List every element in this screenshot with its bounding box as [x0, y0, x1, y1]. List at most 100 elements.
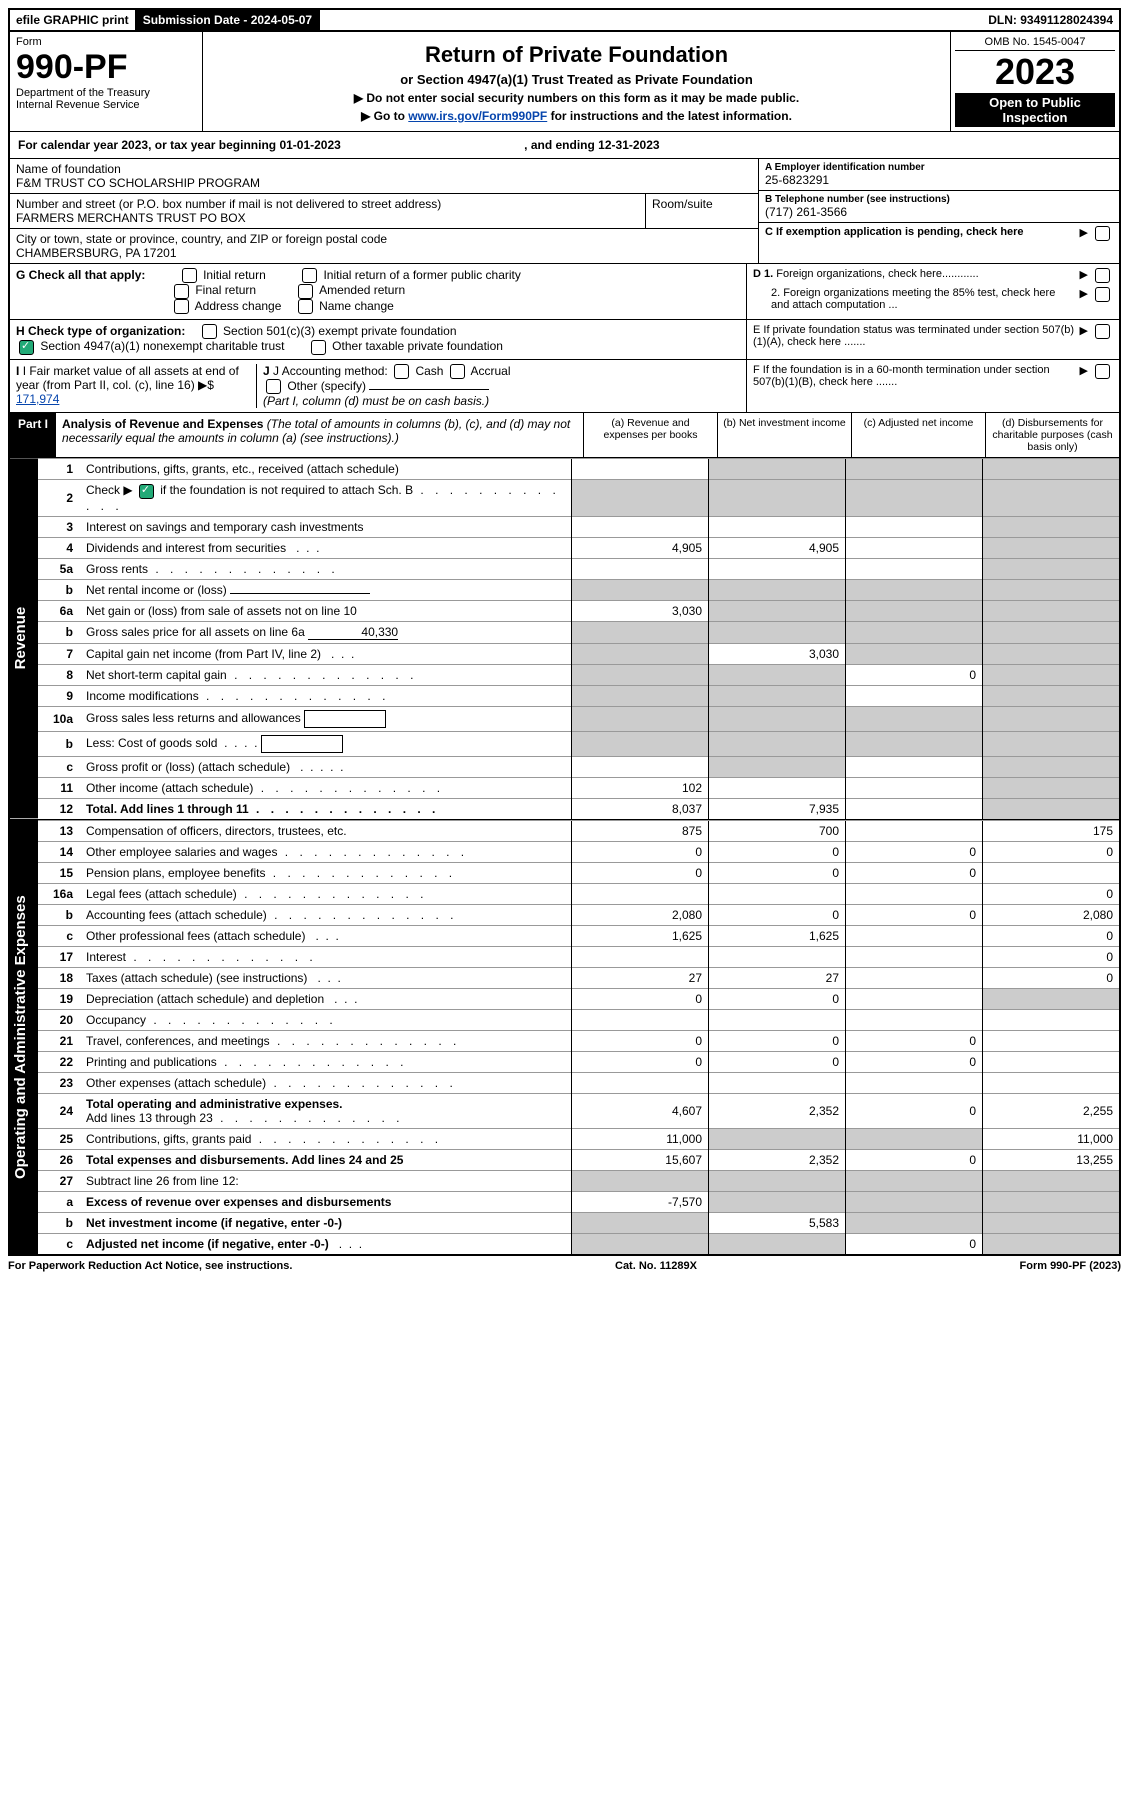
table-row: cOther professional fees (attach schedul…: [38, 925, 1119, 946]
j-accrual-checkbox[interactable]: [450, 364, 465, 379]
g2-checkbox[interactable]: [302, 268, 317, 283]
table-row: 11Other income (attach schedule)102: [38, 777, 1119, 798]
dept2: Internal Revenue Service: [16, 99, 196, 111]
part1-header: Part I Analysis of Revenue and Expenses …: [10, 412, 1119, 457]
check-section-h: H Check type of organization: Section 50…: [10, 319, 1119, 359]
table-row: 12Total. Add lines 1 through 118,0377,93…: [38, 798, 1119, 819]
c-label: C If exemption application is pending, c…: [765, 226, 1076, 238]
table-row: bGross sales price for all assets on lin…: [38, 621, 1119, 643]
table-row: cGross profit or (loss) (attach schedule…: [38, 756, 1119, 777]
d1-checkbox[interactable]: [1095, 268, 1110, 283]
form-number: 990-PF: [16, 48, 196, 87]
table-row: 1Contributions, gifts, grants, etc., rec…: [38, 459, 1119, 480]
h3-checkbox[interactable]: [311, 340, 326, 355]
revenue-side-label: Revenue: [10, 458, 38, 818]
table-row: 24Total operating and administrative exp…: [38, 1093, 1119, 1128]
j-cash-checkbox[interactable]: [394, 364, 409, 379]
foundation-info: Name of foundation F&M TRUST CO SCHOLARS…: [10, 158, 1119, 263]
footer-mid: Cat. No. 11289X: [615, 1260, 697, 1272]
expenses-section: Operating and Administrative Expenses 13…: [10, 819, 1119, 1254]
part1-label: Part I: [10, 413, 56, 457]
dln: DLN: 93491128024394: [982, 10, 1119, 30]
check-section-ij: I I Fair market value of all assets at e…: [10, 359, 1119, 413]
table-row: 17Interest0: [38, 946, 1119, 967]
table-row: 5aGross rents: [38, 558, 1119, 579]
table-row: 26Total expenses and disbursements. Add …: [38, 1149, 1119, 1170]
g4-checkbox[interactable]: [298, 284, 313, 299]
table-row: 2Check ▶ if the foundation is not requir…: [38, 480, 1119, 516]
table-row: 15Pension plans, employee benefits000: [38, 862, 1119, 883]
expenses-table: 13Compensation of officers, directors, t…: [38, 820, 1119, 1254]
table-row: bNet rental income or (loss): [38, 579, 1119, 600]
ein-label: A Employer identification number: [765, 162, 1113, 173]
room-label: Room/suite: [652, 197, 752, 211]
j-other-checkbox[interactable]: [266, 379, 281, 394]
table-row: 4Dividends and interest from securities …: [38, 537, 1119, 558]
g5-checkbox[interactable]: [174, 299, 189, 314]
omb: OMB No. 1545-0047: [955, 36, 1115, 51]
d2-checkbox[interactable]: [1095, 287, 1110, 302]
table-row: cAdjusted net income (if negative, enter…: [38, 1233, 1119, 1254]
expenses-side-label: Operating and Administrative Expenses: [10, 820, 38, 1254]
city-label: City or town, state or province, country…: [16, 232, 752, 246]
table-row: aExcess of revenue over expenses and dis…: [38, 1191, 1119, 1212]
dept1: Department of the Treasury: [16, 87, 196, 99]
top-bar: efile GRAPHIC print Submission Date - 20…: [8, 8, 1121, 32]
table-row: bLess: Cost of goods sold . . . .: [38, 731, 1119, 756]
h2-checkbox[interactable]: [19, 340, 34, 355]
table-row: 6aNet gain or (loss) from sale of assets…: [38, 600, 1119, 621]
table-row: 23Other expenses (attach schedule): [38, 1072, 1119, 1093]
page-footer: For Paperwork Reduction Act Notice, see …: [8, 1256, 1121, 1272]
g3-checkbox[interactable]: [174, 284, 189, 299]
addr-label: Number and street (or P.O. box number if…: [16, 197, 639, 211]
foundation-city: CHAMBERSBURG, PA 17201: [16, 246, 752, 260]
form-label: Form: [16, 36, 196, 48]
table-row: 13Compensation of officers, directors, t…: [38, 820, 1119, 841]
open-public: Open to Public Inspection: [955, 93, 1115, 127]
revenue-table: 1Contributions, gifts, grants, etc., rec…: [38, 458, 1119, 818]
table-row: 14Other employee salaries and wages0000: [38, 841, 1119, 862]
e-checkbox[interactable]: [1095, 324, 1110, 339]
tax-year: 2023: [955, 51, 1115, 93]
ein: 25-6823291: [765, 173, 1113, 187]
irs-link[interactable]: www.irs.gov/Form990PF: [408, 109, 547, 123]
table-row: 20Occupancy: [38, 1009, 1119, 1030]
table-row: 19Depreciation (attach schedule) and dep…: [38, 988, 1119, 1009]
phone-label: B Telephone number (see instructions): [765, 194, 1113, 205]
table-row: 3Interest on savings and temporary cash …: [38, 516, 1119, 537]
table-row: 10aGross sales less returns and allowanc…: [38, 706, 1119, 731]
check-section-g: G Check all that apply: Initial return I…: [10, 263, 1119, 319]
submission-date: Submission Date - 2024-05-07: [137, 10, 320, 30]
table-row: 27Subtract line 26 from line 12:: [38, 1170, 1119, 1191]
fmv-value[interactable]: 171,974: [16, 392, 59, 406]
calendar-year-row: For calendar year 2023, or tax year begi…: [10, 131, 1119, 158]
phone: (717) 261-3566: [765, 205, 1113, 219]
table-row: 25Contributions, gifts, grants paid11,00…: [38, 1128, 1119, 1149]
c-checkbox[interactable]: [1095, 226, 1110, 241]
form-header: Form 990-PF Department of the Treasury I…: [10, 32, 1119, 131]
foundation-name: F&M TRUST CO SCHOLARSHIP PROGRAM: [16, 176, 752, 190]
col-b-header: (b) Net investment income: [717, 413, 851, 457]
h1-checkbox[interactable]: [202, 324, 217, 339]
schb-checkbox[interactable]: [139, 484, 154, 499]
table-row: 8Net short-term capital gain0: [38, 664, 1119, 685]
f-checkbox[interactable]: [1095, 364, 1110, 379]
col-d-header: (d) Disbursements for charitable purpose…: [985, 413, 1119, 457]
col-c-header: (c) Adjusted net income: [851, 413, 985, 457]
foundation-addr: FARMERS MERCHANTS TRUST PO BOX: [16, 211, 639, 225]
revenue-section: Revenue 1Contributions, gifts, grants, e…: [10, 457, 1119, 818]
efile-label: efile GRAPHIC print: [10, 10, 137, 30]
footer-left: For Paperwork Reduction Act Notice, see …: [8, 1260, 292, 1272]
table-row: 21Travel, conferences, and meetings000: [38, 1030, 1119, 1051]
table-row: 22Printing and publications000: [38, 1051, 1119, 1072]
table-row: 7Capital gain net income (from Part IV, …: [38, 643, 1119, 664]
table-row: 16aLegal fees (attach schedule)0: [38, 883, 1119, 904]
g1-checkbox[interactable]: [182, 268, 197, 283]
form-title: Return of Private Foundation: [211, 42, 942, 68]
name-label: Name of foundation: [16, 162, 752, 176]
footer-right: Form 990-PF (2023): [1020, 1260, 1122, 1272]
instr1: ▶ Do not enter social security numbers o…: [211, 91, 942, 105]
table-row: 18Taxes (attach schedule) (see instructi…: [38, 967, 1119, 988]
g6-checkbox[interactable]: [298, 299, 313, 314]
col-a-header: (a) Revenue and expenses per books: [583, 413, 717, 457]
